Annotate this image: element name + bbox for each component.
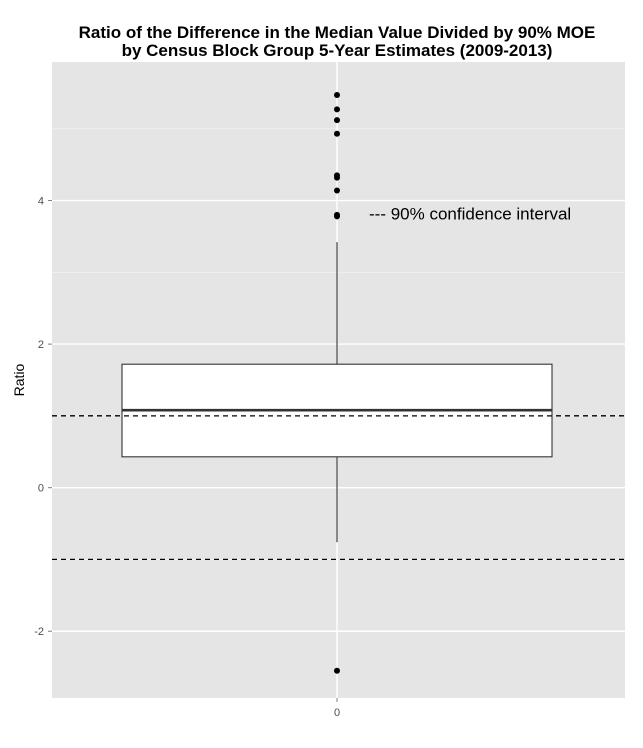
y-tick-label: -2 bbox=[34, 626, 44, 638]
outlier-point bbox=[334, 174, 340, 181]
y-tick-label: 2 bbox=[38, 339, 44, 351]
chart-subtitle: by Census Block Group 5-Year Estimates (… bbox=[122, 41, 553, 60]
outlier-point bbox=[334, 667, 340, 674]
outlier-point bbox=[334, 117, 340, 124]
x-tick-label: 0 bbox=[334, 707, 340, 719]
confidence-interval-annotation: --- 90% confidence interval bbox=[369, 204, 571, 223]
y-axis-title: Ratio bbox=[11, 363, 27, 396]
outlier-point bbox=[334, 92, 340, 99]
boxplot bbox=[121, 242, 553, 543]
outlier-point bbox=[334, 130, 340, 137]
x-axis-ticks: 0 bbox=[334, 698, 340, 719]
reference-lines-overlay bbox=[52, 415, 625, 561]
chart-title: Ratio of the Difference in the Median Va… bbox=[79, 23, 596, 42]
outlier-points bbox=[334, 92, 340, 674]
y-axis-ticks: -2 0 2 4 bbox=[34, 196, 52, 638]
outlier-point bbox=[334, 187, 340, 194]
outlier-point bbox=[334, 106, 340, 113]
outlier-point bbox=[334, 213, 340, 220]
y-tick-label: 0 bbox=[38, 483, 44, 495]
y-tick-label: 4 bbox=[38, 196, 44, 208]
